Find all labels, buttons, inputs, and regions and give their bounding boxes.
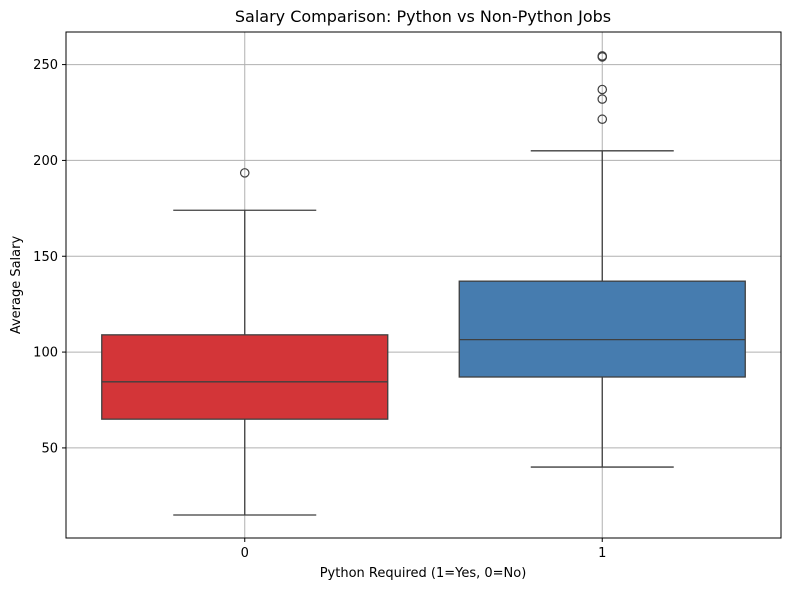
box <box>458 280 746 378</box>
outlier-point <box>597 94 608 104</box>
y-tick-label: 250 <box>33 58 58 73</box>
outlier-point <box>239 168 250 178</box>
boxes <box>101 51 746 516</box>
x-axis-label: Python Required (1=Yes, 0=No) <box>320 566 527 581</box>
x-tick-label: 0 <box>241 546 249 561</box>
chart-title: Salary Comparison: Python vs Non-Python … <box>235 7 611 26</box>
y-tick-label: 100 <box>33 346 58 361</box>
y-tick-label: 50 <box>41 441 58 456</box>
y-axis-label: Average Salary <box>9 236 24 335</box>
outlier-point <box>597 51 608 61</box>
x-tick-label: 1 <box>598 546 606 561</box>
outlier-point <box>597 84 608 95</box>
box-group-0 <box>101 168 389 516</box>
y-axis: 50 100 150 200 250 <box>33 58 66 456</box>
plot-frame <box>65 31 782 539</box>
box <box>101 334 389 420</box>
y-tick-label: 150 <box>33 250 58 265</box>
box-group-1 <box>458 51 746 468</box>
outlier-point <box>597 114 608 125</box>
y-tick-label: 200 <box>33 154 58 169</box>
